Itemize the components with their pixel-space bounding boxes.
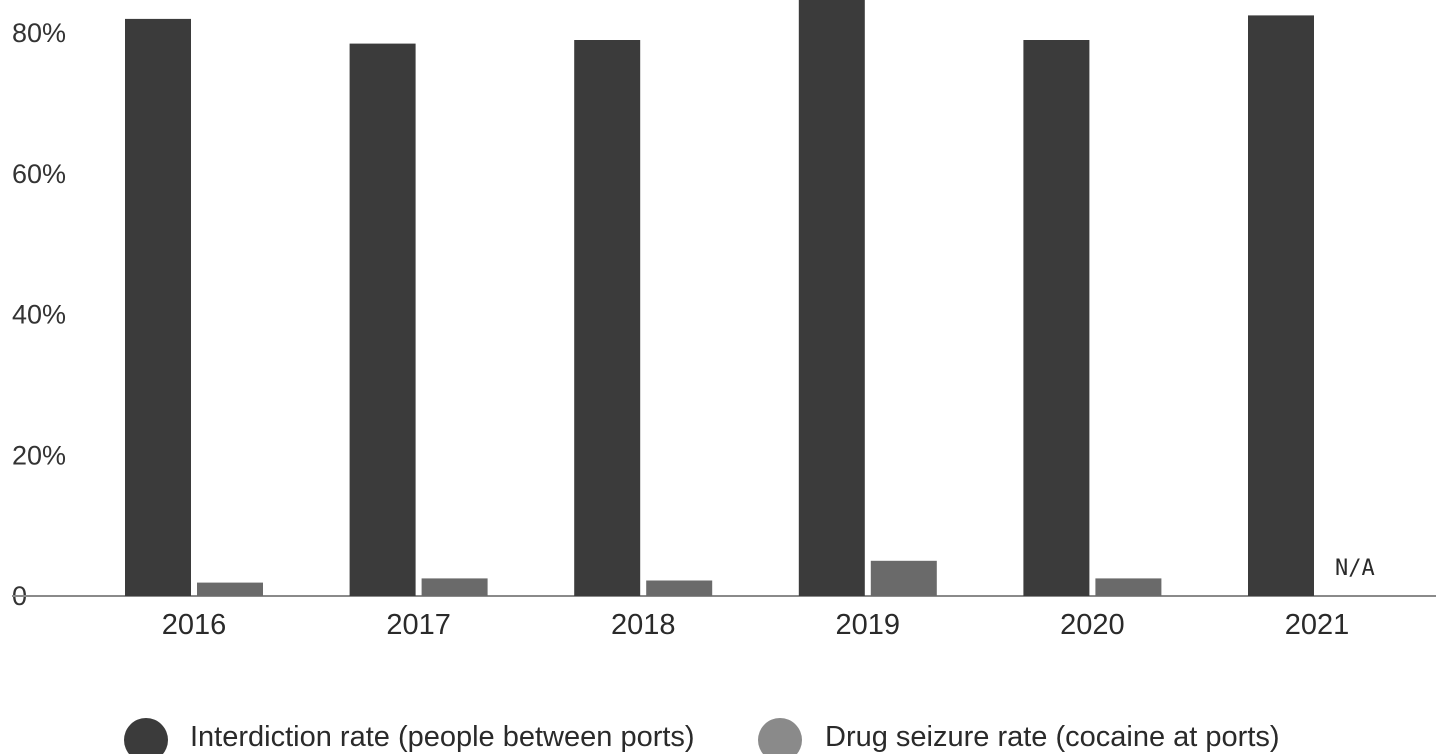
bar-interdiction-rate [349,43,416,597]
bar-drug-seizure-rate [1095,578,1162,596]
legend-label-interdiction: Interdiction rate (people between ports) [190,721,695,753]
bar-interdiction-rate [574,40,641,596]
y-tick-label: 60% [12,159,66,189]
x-tick-label: 2021 [1285,609,1350,641]
x-axis-ticks: 2016 2017 2018 2019 2020 2021 [162,609,1350,641]
na-annotation: N/A [1335,556,1375,581]
y-tick-label: 20% [12,440,66,470]
legend-label-drug-seizure: Drug seizure rate (cocaine at ports) [825,721,1280,753]
x-tick-label: 2019 [836,609,901,641]
bar-interdiction-rate [1023,40,1090,596]
legend: Interdiction rate (people between ports)… [124,718,1280,754]
x-tick-label: 2020 [1060,609,1125,641]
bar-drug-seizure-rate [197,582,263,596]
bars-group [125,0,1314,597]
bar-drug-seizure-rate [421,578,488,596]
y-tick-label: 80% [12,18,66,48]
legend-swatch-interdiction [124,718,168,754]
bar-interdiction-rate [798,0,865,597]
bar-drug-seizure-rate [870,560,937,596]
x-tick-label: 2017 [386,609,451,641]
bar-interdiction-rate [1248,15,1314,596]
bar-drug-seizure-rate [646,580,713,596]
x-tick-label: 2018 [611,609,676,641]
x-tick-label: 2016 [162,609,227,641]
y-axis-ticks: 0 20% 40% 60% 80% [12,18,66,611]
y-tick-label: 40% [12,300,66,330]
legend-swatch-drug-seizure [758,718,802,754]
bar-interdiction-rate [125,18,191,596]
